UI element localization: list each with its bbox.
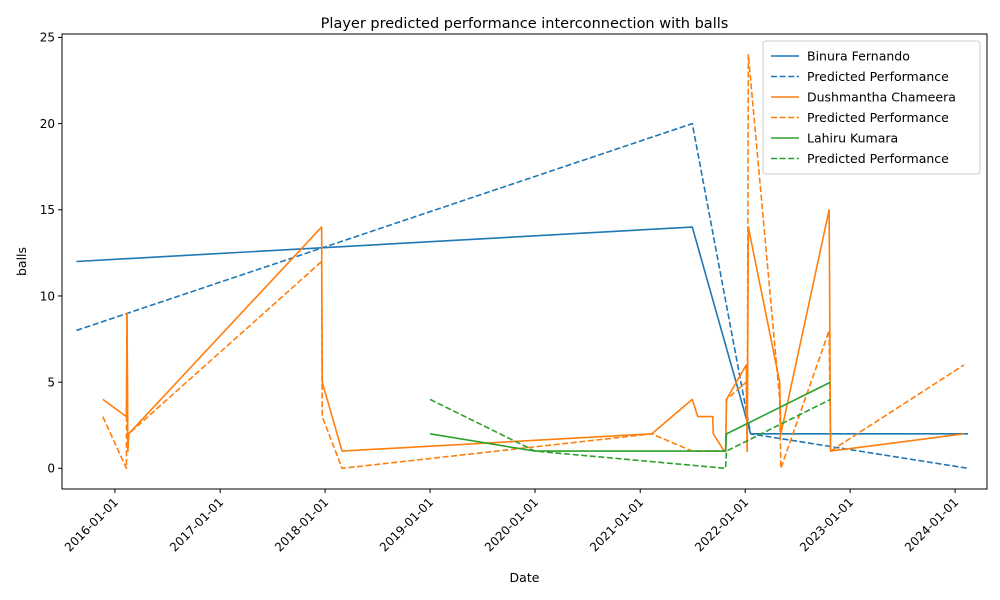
y-tick-label: 15 — [40, 203, 55, 217]
y-tick-label: 5 — [47, 375, 55, 389]
y-tick-label: 0 — [47, 462, 55, 476]
legend-label: Predicted Performance — [807, 110, 949, 125]
y-axis-label: balls — [14, 247, 29, 276]
x-axis-label: Date — [510, 570, 540, 585]
chart-title: Player predicted performance interconnec… — [321, 16, 729, 32]
y-tick-label: 10 — [40, 289, 55, 303]
y-tick-label: 20 — [40, 117, 55, 131]
legend-label: Predicted Performance — [807, 69, 949, 84]
y-tick-label: 25 — [40, 31, 55, 45]
legend-label: Dushmantha Chameera — [807, 90, 956, 105]
legend-label: Binura Fernando — [807, 49, 910, 64]
legend: Binura Fernando Predicted Performance Dush… — [763, 41, 980, 174]
legend-label: Lahiru Kumara — [807, 131, 898, 146]
legend-label: Predicted Performance — [807, 151, 949, 166]
